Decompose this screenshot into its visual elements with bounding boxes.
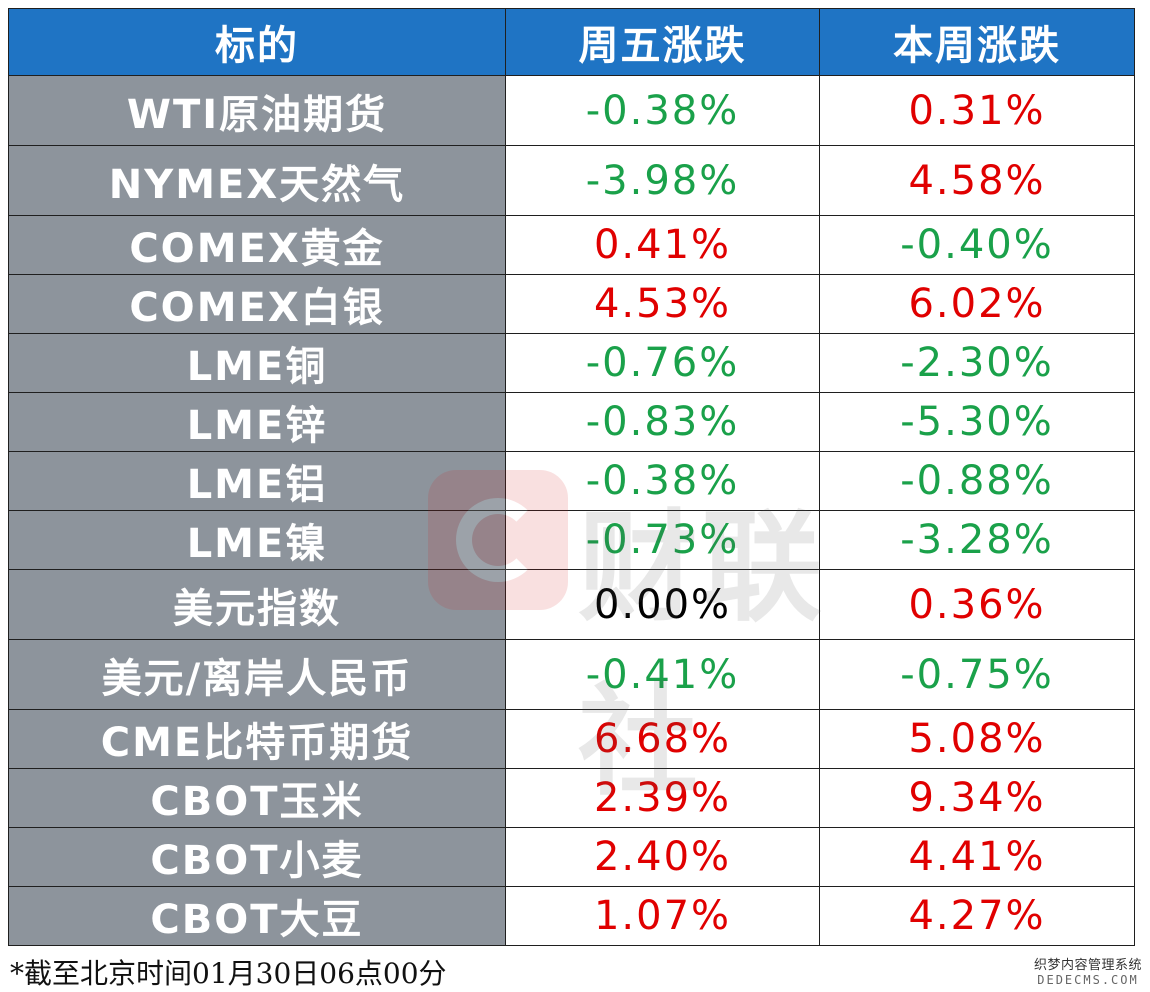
friday-change-value: 0.00%: [505, 569, 820, 640]
week-change-value: 5.08%: [819, 709, 1135, 769]
table-row: CBOT玉米 2.39% 9.34%: [8, 768, 1135, 828]
instrument-name: LME镍: [8, 510, 506, 570]
instrument-name: LME铜: [8, 333, 506, 393]
friday-change-value: -0.83%: [505, 392, 820, 452]
table-row: LME铜 -0.76% -2.30%: [8, 333, 1135, 393]
week-change-value: 0.31%: [819, 75, 1135, 146]
friday-change-value: -0.41%: [505, 639, 820, 710]
instrument-name: LME锌: [8, 392, 506, 452]
friday-change-value: 6.68%: [505, 709, 820, 769]
instrument-name: COMEX白银: [8, 274, 506, 334]
friday-change-value: 2.40%: [505, 827, 820, 887]
week-change-value: 6.02%: [819, 274, 1135, 334]
instrument-name: WTI原油期货: [8, 75, 506, 146]
instrument-name: NYMEX天然气: [8, 145, 506, 216]
table-row: 美元指数 0.00% 0.36%: [8, 569, 1135, 640]
week-change-value: 4.58%: [819, 145, 1135, 216]
week-change-value: -0.40%: [819, 215, 1135, 275]
friday-change-value: 1.07%: [505, 886, 820, 946]
table-row: LME铝 -0.38% -0.88%: [8, 451, 1135, 511]
week-change-value: 9.34%: [819, 768, 1135, 828]
friday-change-value: 4.53%: [505, 274, 820, 334]
week-change-value: 4.41%: [819, 827, 1135, 887]
week-change-value: 0.36%: [819, 569, 1135, 640]
week-change-value: -3.28%: [819, 510, 1135, 570]
market-change-table: 标的 周五涨跌 本周涨跌 WTI原油期货 -0.38% 0.31% NYMEX天然气 -…: [8, 8, 1135, 946]
instrument-name: CME比特币期货: [8, 709, 506, 769]
instrument-name: COMEX黄金: [8, 215, 506, 275]
instrument-name: CBOT玉米: [8, 768, 506, 828]
week-change-value: -5.30%: [819, 392, 1135, 452]
table-row: CBOT小麦 2.40% 4.41%: [8, 827, 1135, 887]
table-row: 美元/离岸人民币 -0.41% -0.75%: [8, 639, 1135, 710]
table-row: NYMEX天然气 -3.98% 4.58%: [8, 145, 1135, 216]
friday-change-value: -3.98%: [505, 145, 820, 216]
table-row: CBOT大豆 1.07% 4.27%: [8, 886, 1135, 946]
table-row: COMEX黄金 0.41% -0.40%: [8, 215, 1135, 275]
instrument-name: CBOT大豆: [8, 886, 506, 946]
friday-change-value: 2.39%: [505, 768, 820, 828]
friday-change-value: -0.76%: [505, 333, 820, 393]
header-week-change: 本周涨跌: [819, 8, 1135, 76]
site-watermark-line2: DEDECMS.COM: [1037, 973, 1139, 987]
week-change-value: -0.88%: [819, 451, 1135, 511]
instrument-name: 美元指数: [8, 569, 506, 640]
header-instrument: 标的: [8, 8, 506, 76]
table-row: LME锌 -0.83% -5.30%: [8, 392, 1135, 452]
table-header-row: 标的 周五涨跌 本周涨跌: [8, 8, 1135, 76]
instrument-name: LME铝: [8, 451, 506, 511]
footnote: *截至北京时间01月30日06点00分: [10, 957, 447, 990]
friday-change-value: 0.41%: [505, 215, 820, 275]
week-change-value: -2.30%: [819, 333, 1135, 393]
instrument-name: CBOT小麦: [8, 827, 506, 887]
table-row: LME镍 -0.73% -3.28%: [8, 510, 1135, 570]
table-row: CME比特币期货 6.68% 5.08%: [8, 709, 1135, 769]
table-row: COMEX白银 4.53% 6.02%: [8, 274, 1135, 334]
table-body: WTI原油期货 -0.38% 0.31% NYMEX天然气 -3.98% 4.58% COM…: [8, 75, 1135, 946]
header-friday-change: 周五涨跌: [505, 8, 820, 76]
friday-change-value: -0.38%: [505, 75, 820, 146]
friday-change-value: -0.38%: [505, 451, 820, 511]
instrument-name: 美元/离岸人民币: [8, 639, 506, 710]
site-watermark-line1: 织梦内容管理系统: [1033, 958, 1142, 973]
week-change-value: -0.75%: [819, 639, 1135, 710]
site-watermark: 织梦内容管理系统 DEDECMS.COM: [1034, 954, 1142, 987]
week-change-value: 4.27%: [819, 886, 1135, 946]
table-row: WTI原油期货 -0.38% 0.31%: [8, 75, 1135, 146]
friday-change-value: -0.73%: [505, 510, 820, 570]
